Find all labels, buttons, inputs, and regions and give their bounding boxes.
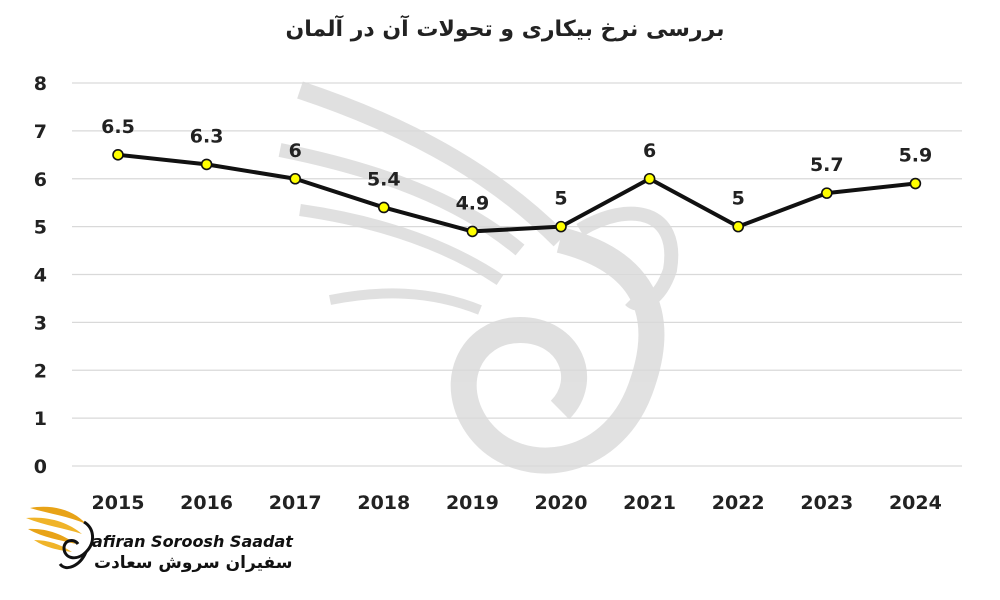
data-point-2017: [289, 172, 302, 185]
data-point-2019: [466, 225, 479, 238]
x-tick-label: 2018: [357, 492, 410, 514]
data-label: 5.7: [810, 154, 844, 176]
y-tick-label: 6: [34, 169, 47, 191]
x-tick-label: 2024: [889, 492, 942, 514]
x-tick-label: 2020: [535, 492, 588, 514]
y-tick-label: 4: [34, 265, 47, 287]
logo-name-english: afiran Soroosh Saadat: [92, 532, 293, 551]
x-tick-label: 2023: [800, 492, 853, 514]
data-label: 6.5: [101, 116, 135, 138]
x-tick-label: 2016: [180, 492, 233, 514]
x-tick-label: 2022: [712, 492, 765, 514]
logo-name-persian: سفیران سروش سعادت: [94, 553, 293, 573]
data-label: 5.4: [367, 168, 401, 190]
data-label: 5: [732, 188, 745, 210]
y-tick-label: 5: [34, 217, 47, 239]
data-labels: 6.5 6.3 6 5.4 4.9 5 6 5 5.7 5.9: [101, 116, 932, 215]
x-axis-ticks: 2015 2016 2017 2018 2019 2020 2021 2022 2023 2024: [92, 492, 942, 514]
series-unemployment-rate: [112, 149, 922, 238]
data-point-2022: [732, 220, 745, 233]
data-point-2024: [909, 177, 922, 190]
x-tick-label: 2019: [446, 492, 499, 514]
data-point-2018: [377, 201, 390, 214]
data-label: 4.9: [456, 192, 490, 214]
data-point-2023: [820, 187, 833, 199]
data-label: 6.3: [190, 125, 224, 147]
data-point-2020: [555, 220, 567, 233]
y-axis-ticks: 0 1 2 3 4 5 6 7 8: [34, 73, 47, 478]
data-point-2016: [200, 158, 213, 171]
data-label: 6: [289, 140, 302, 162]
y-tick-label: 3: [34, 312, 47, 334]
swan-watermark-icon: [278, 81, 679, 474]
x-tick-label: 2021: [623, 492, 676, 514]
data-label: 5: [554, 188, 567, 210]
data-point-2015: [112, 149, 124, 161]
x-tick-label: 2015: [92, 492, 145, 514]
swan-wing-logo-icon: [26, 506, 94, 569]
series-line: [117, 152, 916, 234]
x-tick-label: 2017: [269, 492, 322, 514]
y-tick-label: 2: [34, 360, 47, 382]
y-tick-label: 8: [34, 73, 47, 95]
gridlines: [72, 82, 962, 467]
company-logo: afiran Soroosh Saadat سفیران سروش سعادت: [22, 498, 293, 588]
y-tick-label: 1: [34, 408, 47, 430]
data-label: 6: [643, 140, 656, 162]
data-label: 5.9: [899, 145, 933, 167]
data-point-2021: [643, 172, 656, 185]
y-tick-label: 0: [34, 456, 47, 478]
chart-title: بررسی نرخ بیکاری و تحولات آن در آلمان: [286, 14, 725, 42]
y-tick-label: 7: [34, 121, 47, 143]
